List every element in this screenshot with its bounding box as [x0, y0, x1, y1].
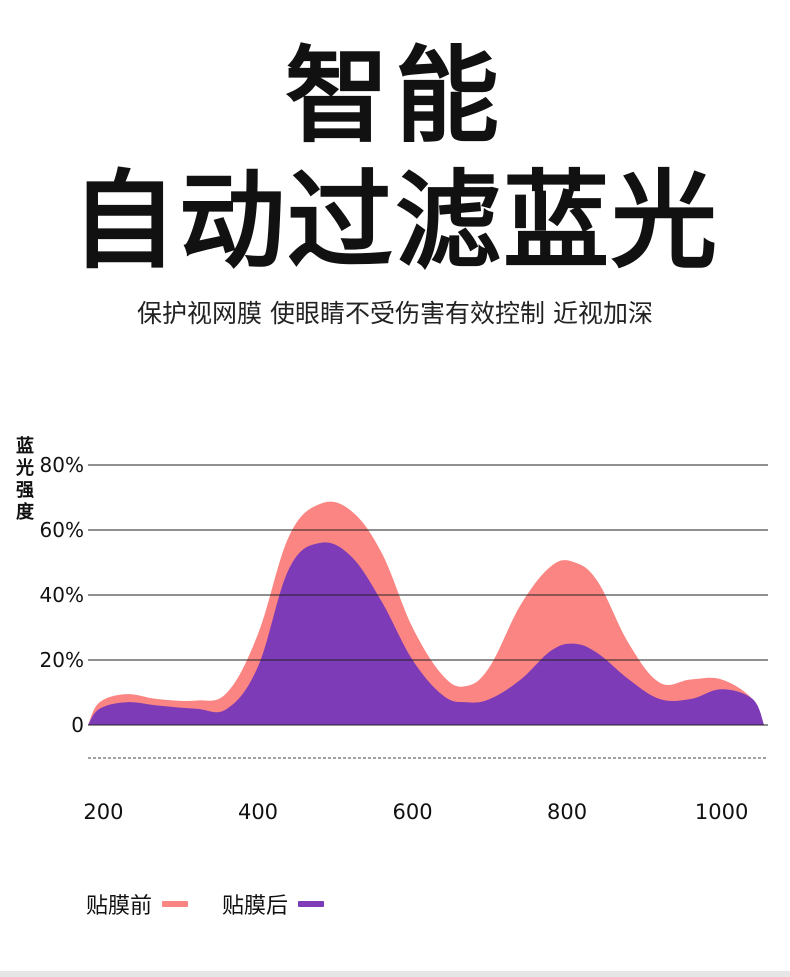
legend-label-after: 贴膜后 [222, 894, 289, 919]
y-tick-label: 80% [40, 453, 84, 477]
bottom-divider [0, 971, 790, 977]
y-axis-label: 蓝光强度 [16, 436, 34, 523]
chart-legend: 贴膜前 贴膜后 [86, 888, 358, 920]
y-tick-label: 40% [40, 583, 84, 607]
legend-swatch-before [162, 901, 189, 907]
x-tick-label: 400 [238, 800, 278, 824]
y-tick-label: 60% [40, 518, 84, 542]
headline-title: 智能 [284, 35, 505, 157]
x-tick-label: 600 [392, 800, 432, 824]
legend-item-after: 贴膜后 [222, 888, 325, 920]
headline-subtitle-large: 自动过滤蓝光 [71, 160, 719, 283]
legend-item-before: 贴膜前 [86, 888, 189, 920]
y-tick-label: 20% [40, 648, 84, 672]
series-area-after [88, 542, 765, 725]
tagline: 保护视网膜 使眼睛不受伤害有效控制 近视加深 [137, 299, 653, 328]
legend-swatch-after [298, 901, 325, 907]
blue-light-chart: 80% 60% 40% 20% 0 200 400 600 800 1000 [40, 453, 768, 824]
x-tick-label: 200 [83, 800, 123, 824]
x-tick-label: 800 [547, 800, 587, 824]
y-tick-label: 0 [71, 713, 84, 737]
legend-label-before: 贴膜前 [86, 894, 153, 919]
x-tick-label: 1000 [695, 800, 748, 824]
